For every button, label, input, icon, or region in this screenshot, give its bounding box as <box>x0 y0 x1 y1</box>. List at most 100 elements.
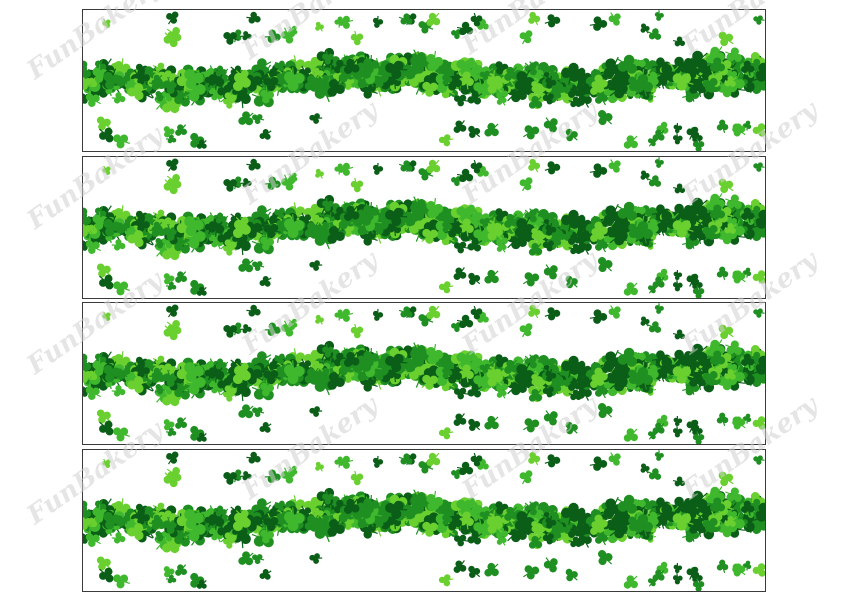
shamrock-icon <box>528 243 543 256</box>
shamrock-icon <box>493 379 509 392</box>
shamrock-icon <box>284 214 305 239</box>
shamrock-icon <box>486 223 503 241</box>
shamrock-icon <box>545 368 557 382</box>
shamrock-icon <box>686 273 699 287</box>
shamrock-icon <box>83 211 92 226</box>
shamrock-icon <box>83 93 91 104</box>
shamrock-icon <box>213 65 227 77</box>
shamrock-icon <box>568 243 582 255</box>
shamrock-icon <box>224 532 237 545</box>
shamrock-icon <box>484 415 499 430</box>
shamrock-icon <box>647 175 662 187</box>
shamrock-icon <box>687 373 702 387</box>
shamrock-icon <box>753 162 765 172</box>
shamrock-icon <box>259 276 272 287</box>
shamrock-icon <box>453 387 469 400</box>
shamrock-icon <box>175 124 188 136</box>
shamrock-icon <box>672 280 683 292</box>
shamrock-icon <box>672 73 694 91</box>
shamrock-icon <box>672 426 683 438</box>
shamrock-strip-3 <box>82 302 766 445</box>
shamrock-icon <box>673 562 683 574</box>
shamrock-icon <box>623 135 638 149</box>
shamrock-icon <box>151 221 163 233</box>
shamrock-icon <box>673 183 686 194</box>
shamrock-icon <box>672 220 694 238</box>
shamrock-icon <box>196 286 207 296</box>
shamrock-icon <box>687 197 708 217</box>
shamrock-icon <box>479 363 492 374</box>
shamrock-icon <box>702 518 718 534</box>
shamrock-icon <box>652 422 665 434</box>
shamrock-icon <box>528 11 541 26</box>
shamrock-icon <box>554 230 567 241</box>
shamrock-icon <box>561 355 580 378</box>
shamrock-icon <box>652 129 665 141</box>
shamrock-icon <box>398 13 413 25</box>
shamrock-icon <box>363 202 380 221</box>
shamrock-icon <box>111 532 126 544</box>
shamrock-icon <box>260 380 275 397</box>
shamrock-icon <box>252 407 265 418</box>
shamrock-icon <box>260 87 275 104</box>
shamrock-icon <box>753 455 765 465</box>
shamrock-icon <box>85 533 101 547</box>
shamrock-icon <box>281 174 296 191</box>
shamrock-icon <box>274 500 285 513</box>
shamrock-icon <box>111 239 126 251</box>
shamrock-icon <box>166 134 177 144</box>
shamrock-icon <box>184 216 204 237</box>
shamrock-icon <box>85 386 101 400</box>
shamrock-icon <box>438 281 454 294</box>
shamrock-icon <box>542 384 554 398</box>
shamrock-strip-art <box>83 303 765 444</box>
shamrock-icon <box>111 92 126 104</box>
shamrock-strip-art <box>83 157 765 298</box>
shamrock-icon <box>741 353 755 369</box>
shamrock-icon <box>486 369 503 387</box>
shamrock-icon <box>204 74 216 88</box>
shamrock-icon <box>589 456 608 471</box>
shamrock-icon <box>136 509 150 525</box>
shamrock-icon <box>724 516 737 527</box>
shamrock-icon <box>756 502 765 525</box>
shamrock-icon <box>673 36 686 47</box>
shamrock-icon <box>232 71 251 92</box>
shamrock-icon <box>402 211 419 227</box>
shamrock-icon <box>343 498 360 514</box>
shamrock-icon <box>163 126 175 138</box>
shamrock-icon <box>264 29 281 43</box>
shamrock-icon <box>224 239 237 252</box>
shamrock-icon <box>554 523 567 534</box>
shamrock-icon <box>468 125 481 138</box>
shamrock-icon <box>175 417 188 429</box>
shamrock-icon <box>85 240 101 254</box>
shamrock-icon <box>259 569 272 580</box>
shamrock-icon <box>327 517 345 537</box>
shamrock-icon <box>127 230 148 248</box>
shamrock-icon <box>442 73 453 86</box>
shamrock-icon <box>166 304 179 318</box>
shamrock-icon <box>151 367 163 379</box>
shamrock-icon <box>96 556 112 571</box>
shamrock-icon <box>673 329 686 340</box>
shamrock-icon <box>542 531 554 545</box>
shamrock-icon <box>707 57 726 72</box>
shamrock-icon <box>260 527 275 544</box>
shamrock-icon <box>263 369 281 385</box>
shamrock-icon <box>568 389 582 401</box>
shamrock-icon <box>528 304 541 319</box>
shamrock-icon <box>673 122 683 134</box>
shamrock-icon <box>426 305 441 320</box>
shamrock-strip-4 <box>82 449 766 592</box>
shamrock-icon <box>363 348 380 367</box>
shamrock-icon <box>470 305 483 320</box>
shamrock-icon <box>725 47 742 62</box>
shamrock-icon <box>531 372 542 386</box>
shamrock-icon <box>565 275 578 289</box>
shamrock-icon <box>309 406 323 417</box>
shamrock-icon <box>99 127 114 143</box>
shamrock-icon <box>83 357 92 372</box>
shamrock-icon <box>718 31 734 47</box>
shamrock-icon <box>421 521 438 537</box>
